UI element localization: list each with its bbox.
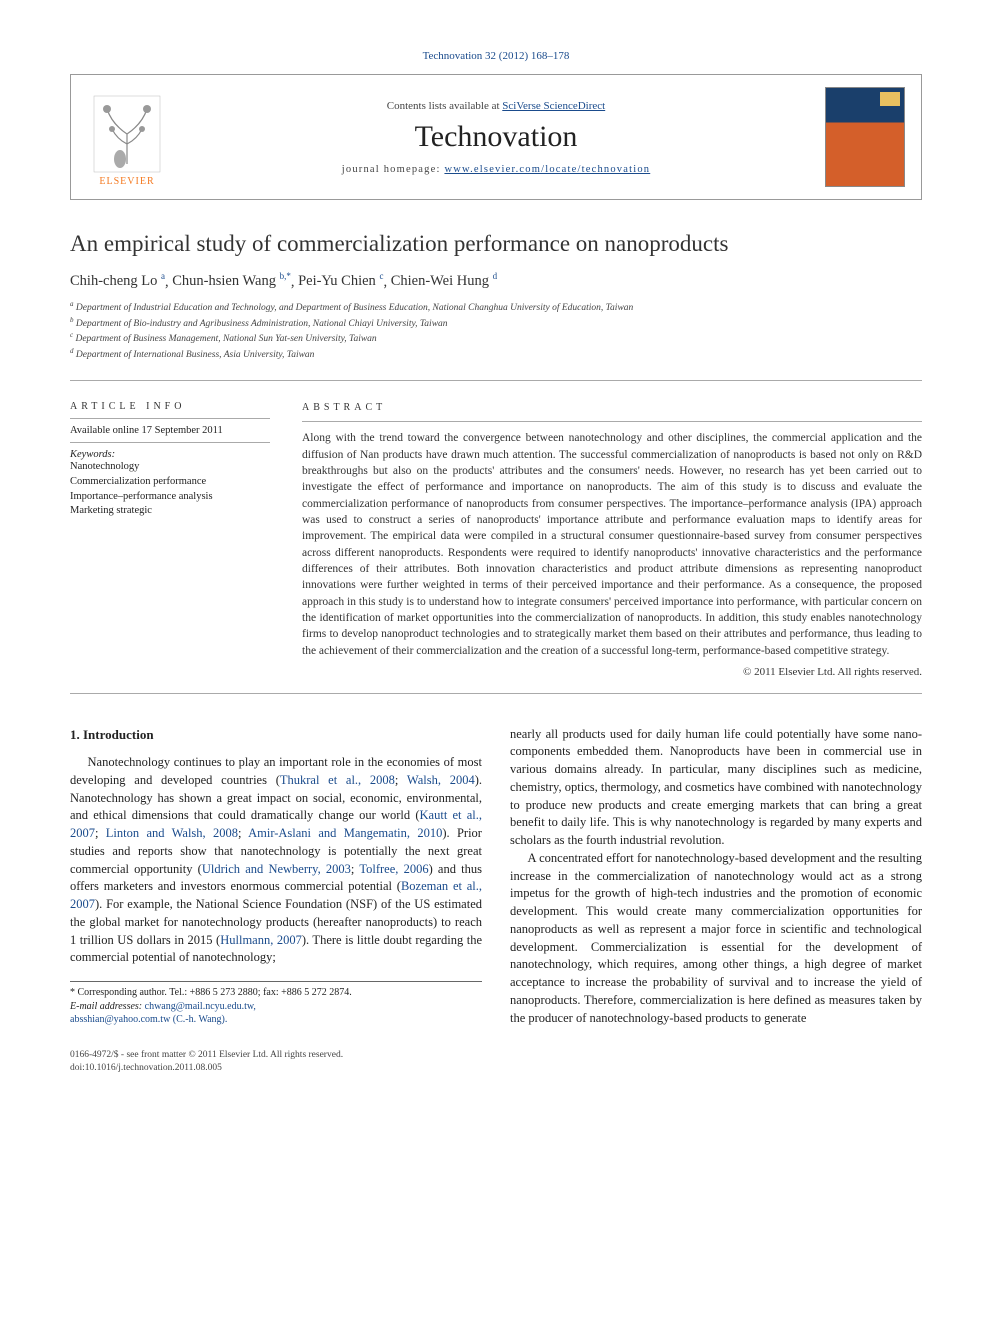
divider — [70, 418, 270, 419]
sciencedirect-link[interactable]: SciVerse ScienceDirect — [502, 100, 605, 112]
homepage-prefix: journal homepage: — [342, 164, 445, 175]
email-link[interactable]: chwang@mail.ncyu.edu.tw, — [145, 1001, 256, 1012]
divider — [70, 442, 270, 443]
doi-line: doi:10.1016/j.technovation.2011.08.005 — [70, 1062, 922, 1074]
body-columns: 1. Introduction Nanotechnology continues… — [70, 726, 922, 1028]
author-4: Chien-Wei Hung d — [391, 273, 497, 289]
footnote-block: * Corresponding author. Tel.: +886 5 273… — [70, 981, 482, 1027]
divider — [70, 380, 922, 381]
intro-para-1: Nanotechnology continues to play an impo… — [70, 754, 482, 967]
email-link[interactable]: absshian@yahoo.com.tw (C.-h. Wang). — [70, 1014, 227, 1025]
issn-line: 0166-4972/$ - see front matter © 2011 El… — [70, 1049, 922, 1061]
abstract-label: ABSTRACT — [302, 401, 922, 415]
citation-link[interactable]: Walsh, 2004 — [407, 773, 475, 787]
affiliations: a Department of Industrial Education and… — [70, 300, 922, 362]
footer-meta: 0166-4972/$ - see front matter © 2011 El… — [70, 1049, 922, 1074]
abstract-copyright: © 2011 Elsevier Ltd. All rights reserved… — [302, 665, 922, 681]
available-online: Available online 17 September 2011 — [70, 425, 270, 436]
intro-para-3: A concentrated effort for nanotechnology… — [510, 850, 922, 1028]
divider — [70, 693, 922, 694]
keywords-label: Keywords: — [70, 449, 270, 460]
corresponding-author: * Corresponding author. Tel.: +886 5 273… — [70, 986, 482, 1000]
abstract: ABSTRACT Along with the trend toward the… — [302, 401, 922, 680]
contents-prefix: Contents lists available at — [387, 100, 502, 112]
article-title: An empirical study of commercialization … — [70, 230, 922, 258]
info-abstract-row: ARTICLE INFO Available online 17 Septemb… — [70, 389, 922, 680]
citation-link[interactable]: Amir-Aslani and Mangematin, 2010 — [248, 826, 442, 840]
contents-list-line: Contents lists available at SciVerse Sci… — [181, 100, 811, 112]
keyword: Nanotechnology — [70, 460, 270, 475]
citation-link[interactable]: Hullmann, 2007 — [220, 933, 302, 947]
author-2: Chun-hsien Wang b,* — [172, 273, 291, 289]
citation-link[interactable]: Linton and Walsh, 2008 — [106, 826, 238, 840]
journal-name: Technovation — [181, 120, 811, 154]
citation-link[interactable]: Tolfree, 2006 — [359, 862, 428, 876]
keyword: Commercialization performance — [70, 475, 270, 490]
elsevier-tree-icon — [92, 94, 162, 174]
publisher-name: ELSEVIER — [99, 176, 154, 187]
author-1: Chih-cheng Lo a — [70, 273, 165, 289]
citation-link[interactable]: Thukral et al., 2008 — [280, 773, 395, 787]
journal-cover-thumbnail — [825, 87, 905, 187]
header-center: Contents lists available at SciVerse Sci… — [181, 100, 811, 175]
publisher-logo: ELSEVIER — [87, 87, 167, 187]
keywords-list: Nanotechnology Commercialization perform… — [70, 460, 270, 519]
affiliation-c: c Department of Business Management, Nat… — [70, 331, 922, 346]
journal-ref-link[interactable]: Technovation 32 (2012) 168–178 — [423, 50, 570, 62]
article-info: ARTICLE INFO Available online 17 Septemb… — [70, 401, 270, 680]
journal-header: ELSEVIER Contents lists available at Sci… — [70, 74, 922, 200]
journal-reference: Technovation 32 (2012) 168–178 — [70, 50, 922, 62]
email-label: E-mail addresses: — [70, 1001, 145, 1012]
author-3: Pei-Yu Chien c — [298, 273, 383, 289]
citation-link[interactable]: Uldrich and Newberry, 2003 — [202, 862, 351, 876]
keyword: Importance–performance analysis — [70, 490, 270, 505]
section-heading: 1. Introduction — [70, 726, 482, 744]
homepage-line: journal homepage: www.elsevier.com/locat… — [181, 164, 811, 175]
author-list: Chih-cheng Lo a, Chun-hsien Wang b,*, Pe… — [70, 272, 922, 291]
email-line: E-mail addresses: chwang@mail.ncyu.edu.t… — [70, 1000, 482, 1014]
divider — [302, 421, 922, 422]
affiliation-d: d Department of International Business, … — [70, 347, 922, 362]
homepage-link[interactable]: www.elsevier.com/locate/technovation — [444, 164, 650, 175]
abstract-text: Along with the trend toward the converge… — [302, 430, 922, 659]
intro-para-2: nearly all products used for daily human… — [510, 726, 922, 850]
article-info-label: ARTICLE INFO — [70, 401, 270, 412]
keyword: Marketing strategic — [70, 504, 270, 519]
affiliation-b: b Department of Bio-industry and Agribus… — [70, 316, 922, 331]
affiliation-a: a Department of Industrial Education and… — [70, 300, 922, 315]
